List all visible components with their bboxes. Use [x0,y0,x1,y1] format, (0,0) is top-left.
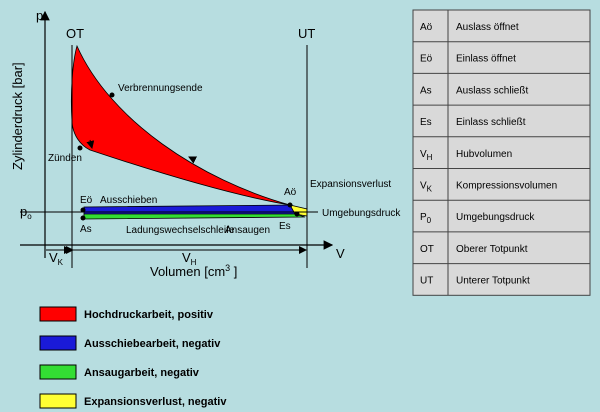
legend-label: Ausschiebearbeit, negativ [84,338,221,350]
ambient-symbol: po [20,204,32,221]
ut-label: UT [298,26,315,41]
table-symbol: Aö [420,22,433,33]
annotation: Ladungswechselschleife [126,225,235,236]
table-symbol: Es [420,117,432,128]
vk-label-main: V [49,250,58,265]
vh-label-sub: H [191,258,197,267]
table-symbol-main: V [420,149,427,160]
point-dot [80,207,86,213]
table-symbol-main: Eö [420,54,433,65]
table-symbol-main: OT [420,244,434,255]
point-dot [294,211,300,217]
vk-label-sub: K [58,258,64,267]
ambient-symbol-main: p [20,204,27,219]
ot-label: OT [66,26,84,41]
table-meaning: Unterer Totpunkt [456,276,530,287]
legend-swatch [39,364,77,380]
legend-swatch [39,306,77,322]
point-dot [109,92,115,98]
curve-arrow [86,139,95,149]
x-label: Volumen [cm3 ] [150,263,237,279]
exhaust-area [83,204,296,215]
point-label: Eö [80,195,93,206]
ambient-label: Umgebungsdruck [322,208,401,219]
table-symbol-sub: H [427,153,433,162]
legend-label: Hochdruckarbeit, positiv [84,309,214,321]
table-symbol-sub: 0 [427,216,432,225]
x-symbol: V [336,246,345,261]
table-meaning: Oberer Totpunkt [456,244,528,255]
table-symbol-main: V [420,181,427,192]
table-symbol: VH [420,149,433,162]
y-symbol: p [36,8,43,23]
diagram-shapes [20,10,334,268]
point-label: Es [279,221,291,232]
curve-arrow [188,156,198,164]
table: Aö Auslass öffnet Eö Einlass öffnet As Auslas… [412,9,591,296]
x-label-main: Volumen [cm [150,264,225,279]
vh-label: VH [182,250,197,267]
table-symbol-main: UT [420,276,433,287]
annotation: Ausschieben [100,195,157,206]
legend-label: Expansionsverlust, negativ [84,396,227,408]
x-label-end: ] [230,264,237,279]
point-dot [77,145,83,151]
legend-label: Ansaugarbeit, negativ [84,367,200,379]
intake-area [83,213,306,220]
annotation: Ansaugen [225,225,270,236]
table-symbol-main: Aö [420,22,433,33]
table-symbol: P0 [420,212,432,225]
point-label: Aö [284,187,297,198]
table-symbol: Eö [420,54,433,65]
table-symbol-main: Es [420,117,432,128]
table-meaning: Umgebungsdruck [456,212,535,223]
point-label: Verbrennungsende [118,83,203,94]
ambient-symbol-sub: o [27,212,32,221]
legend-swatch [39,393,77,409]
table-meaning: Einlass schließt [456,117,526,128]
table-symbol-main: P [420,212,427,223]
vh-label-main: V [182,250,191,265]
point-label: As [80,224,92,235]
table-meaning: Auslass schließt [456,85,528,96]
table-symbol: VK [420,181,433,194]
table-symbol: As [420,85,432,96]
x-label-sup: 3 [225,263,230,273]
vk-label: VK [49,250,64,267]
table-symbol-main: As [420,85,432,96]
table-meaning: Kompressionsvolumen [456,181,557,192]
point-dot [80,215,86,221]
y-label: Zylinderdruck [bar] [10,62,25,170]
table-bg [412,9,591,296]
table-symbol-sub: K [427,185,433,194]
point-dot [287,202,293,208]
high-pressure-area [70,44,291,206]
table-meaning: Hubvolumen [456,149,512,160]
table-meaning: Einlass öffnet [456,54,516,65]
legend: Hochdruckarbeit, positiv Ausschiebearbeit… [39,306,227,409]
annotation: Expansionsverlust [310,179,391,190]
legend-swatch [39,335,77,351]
table-symbol: UT [420,276,433,287]
point-label: Zünden [48,153,82,164]
table-meaning: Auslass öffnet [456,22,519,33]
table-symbol: OT [420,244,434,255]
